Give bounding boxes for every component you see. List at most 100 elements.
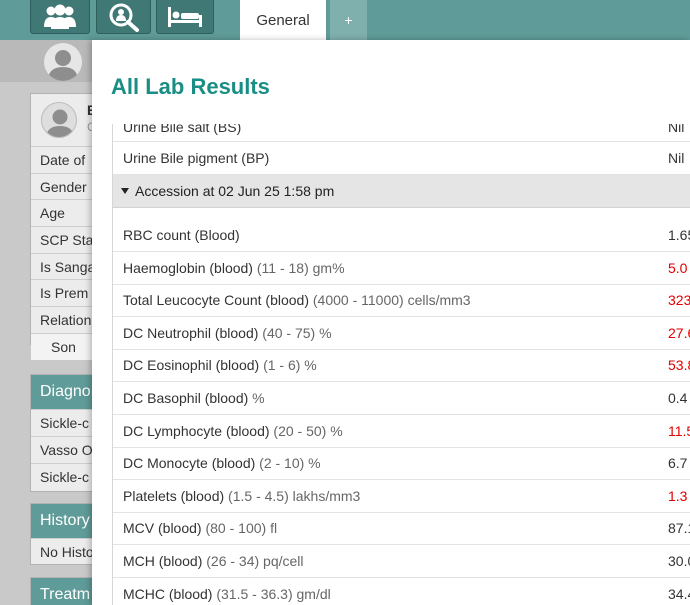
lab-test-label: DC Lymphocyte (blood) (20 - 50) % bbox=[123, 423, 343, 439]
lab-test-name: DC Basophil (blood) bbox=[123, 390, 249, 406]
diagnosis-card: Diagno Sickle-c Vasso O Sickle-c bbox=[30, 374, 100, 492]
diagnosis-item: Sickle-c bbox=[31, 463, 99, 490]
profile-row-is-sanga: Is Sanga bbox=[31, 252, 99, 280]
lab-result-row: Urine Bile salt (BS) Nil bbox=[113, 124, 690, 142]
bed-icon bbox=[168, 6, 202, 27]
lab-test-value-abnormal: 11.5 bbox=[668, 423, 690, 439]
lab-result-row: DC Neutrophil (blood) (40 - 75) % 27.6 bbox=[113, 317, 690, 350]
lab-test-value-abnormal: 5.0 bbox=[668, 260, 688, 276]
lab-test-value-abnormal: 53.8 bbox=[668, 357, 690, 373]
lab-test-value-abnormal: 323 bbox=[668, 292, 690, 308]
tab-add-label: + bbox=[344, 12, 353, 28]
profile-row-date-of-birth: Date of bbox=[31, 146, 99, 173]
lab-test-name: MCH (blood) bbox=[123, 553, 203, 569]
profile-row-age: Age bbox=[31, 199, 99, 226]
lab-test-name: Urine Bile pigment (BP) bbox=[123, 150, 270, 166]
lab-test-label: Haemoglobin (blood) (11 - 18) gm% bbox=[123, 260, 345, 276]
lab-test-reference-range: (80 - 100) fl bbox=[201, 520, 278, 536]
lab-test-reference-range: (1 - 6) % bbox=[259, 357, 317, 373]
lab-result-row: DC Monocyte (blood) (2 - 10) % 6.7 bbox=[113, 447, 690, 480]
lab-result-row: Haemoglobin (blood) (11 - 18) gm% 5.0 bbox=[113, 252, 690, 285]
lab-result-row: MCV (blood) (80 - 100) fl 87.1 bbox=[113, 512, 690, 545]
profile-row-relation: Relation bbox=[31, 306, 99, 333]
lab-result-row: Total Leucocyte Count (blood) (4000 - 11… bbox=[113, 284, 690, 317]
lab-test-value-abnormal: 1.3 bbox=[668, 488, 688, 504]
lab-test-label: Platelets (blood) (1.5 - 4.5) lakhs/mm3 bbox=[123, 488, 360, 504]
lab-test-name: MCV (blood) bbox=[123, 520, 202, 536]
lab-test-label: MCHC (blood) (31.5 - 36.3) gm/dl bbox=[123, 586, 331, 602]
lab-result-row: RBC count (Blood) 1.65 bbox=[113, 219, 690, 252]
lab-result-row: Urine Bile pigment (BP) Nil bbox=[113, 142, 690, 175]
lab-result-row: DC Lymphocyte (blood) (20 - 50) % 11.5 bbox=[113, 415, 690, 448]
lab-result-row: DC Eosinophil (blood) (1 - 6) % 53.8 bbox=[113, 349, 690, 382]
lab-results-list[interactable]: Urine Bile salt (BS) Nil Urine Bile pigm… bbox=[112, 124, 690, 605]
diagnosis-item: Sickle-c bbox=[31, 409, 99, 436]
profile-name: E bbox=[87, 102, 96, 118]
lab-test-reference-range: (4000 - 11000) cells/mm3 bbox=[309, 292, 471, 308]
bed-button[interactable] bbox=[156, 0, 214, 34]
lab-test-name: DC Monocyte (blood) bbox=[123, 455, 256, 471]
lab-test-name: DC Neutrophil (blood) bbox=[123, 325, 259, 341]
profile-row-relation-value: Son bbox=[31, 332, 99, 360]
lab-result-row: MCHC (blood) (31.5 - 36.3) gm/dl 34.4 bbox=[113, 578, 690, 605]
lab-test-label: DC Basophil (blood) % bbox=[123, 390, 265, 406]
tab-general[interactable]: General bbox=[240, 0, 326, 40]
lab-test-value: 1.65 bbox=[668, 227, 690, 243]
lab-test-label: RBC count (Blood) bbox=[123, 227, 240, 243]
treatment-card: Treatm bbox=[30, 577, 100, 605]
lab-test-value-abnormal: 27.6 bbox=[668, 325, 690, 341]
modal-title: All Lab Results bbox=[111, 74, 270, 99]
search-patient-icon bbox=[109, 3, 139, 32]
tab-general-label: General bbox=[256, 11, 310, 29]
lab-test-reference-range: (40 - 75) % bbox=[258, 325, 332, 341]
lab-test-name: DC Eosinophil (blood) bbox=[123, 357, 260, 373]
history-card: History No Histo bbox=[30, 503, 100, 565]
lab-test-value: 87.1 bbox=[668, 520, 690, 536]
lab-test-name: Urine Bile salt (BS) bbox=[123, 124, 242, 135]
lab-result-row: Platelets (blood) (1.5 - 4.5) lakhs/mm3 1… bbox=[113, 480, 690, 513]
background-avatar bbox=[44, 43, 82, 81]
profile-avatar bbox=[41, 102, 77, 138]
lab-test-name: Platelets (blood) bbox=[123, 488, 225, 504]
lab-test-value: 34.4 bbox=[668, 586, 690, 602]
lab-test-value: Nil bbox=[668, 150, 685, 166]
lab-test-label: DC Neutrophil (blood) (40 - 75) % bbox=[123, 325, 332, 341]
patients-button[interactable] bbox=[30, 0, 90, 34]
tab-add[interactable]: + bbox=[330, 0, 367, 40]
lab-test-name: Total Leucocyte Count (blood) bbox=[123, 292, 309, 308]
lab-test-reference-range: (31.5 - 36.3) gm/dl bbox=[212, 586, 331, 602]
lab-test-reference-range: (11 - 18) gm% bbox=[252, 260, 345, 276]
lab-test-value: 0.4 bbox=[668, 390, 688, 406]
lab-result-row: MCH (blood) (26 - 34) pq/cell 30.0 bbox=[113, 545, 690, 578]
lab-test-label: Total Leucocyte Count (blood) (4000 - 11… bbox=[123, 292, 471, 308]
lab-result-row: DC Basophil (blood) % 0.4 bbox=[113, 382, 690, 415]
lab-test-value: Nil bbox=[668, 124, 685, 135]
lab-test-label: MCH (blood) (26 - 34) pq/cell bbox=[123, 553, 304, 569]
lab-test-label: MCV (blood) (80 - 100) fl bbox=[123, 520, 277, 536]
lab-test-name: MCHC (blood) bbox=[123, 586, 213, 602]
accession-label: Accession at 02 Jun 25 1:58 pm bbox=[135, 183, 335, 199]
accession-header[interactable]: Accession at 02 Jun 25 1:58 pm bbox=[113, 175, 690, 208]
user-silhouette-icon bbox=[48, 50, 78, 81]
lab-test-label: DC Monocyte (blood) (2 - 10) % bbox=[123, 455, 321, 471]
patient-profile-card: E C Date of Gender Age SCP Sta Is Sanga … bbox=[30, 93, 100, 360]
profile-row-scp-status: SCP Sta bbox=[31, 226, 99, 253]
patients-group-icon bbox=[44, 4, 76, 29]
lab-test-value: 30.0 bbox=[668, 553, 690, 569]
history-item: No Histo bbox=[31, 538, 99, 565]
lab-results-modal: All Lab Results Urine Bile salt (BS) Nil… bbox=[92, 40, 690, 605]
diagnosis-item: Vasso O bbox=[31, 436, 99, 463]
lab-test-label: DC Eosinophil (blood) (1 - 6) % bbox=[123, 357, 317, 373]
profile-row-is-prem: Is Prem bbox=[31, 279, 99, 306]
profile-row-gender: Gender bbox=[31, 172, 99, 200]
treatment-card-title[interactable]: Treatm bbox=[31, 578, 99, 605]
history-card-title[interactable]: History bbox=[31, 504, 99, 538]
lab-test-value: 6.7 bbox=[668, 455, 688, 471]
lab-test-reference-range: % bbox=[248, 390, 265, 406]
top-nav-bar: General + bbox=[0, 0, 690, 40]
diagnosis-card-title[interactable]: Diagno bbox=[31, 375, 99, 409]
lab-test-name: DC Lymphocyte (blood) bbox=[123, 423, 270, 439]
lab-test-reference-range: (26 - 34) pq/cell bbox=[202, 553, 304, 569]
search-patient-button[interactable] bbox=[96, 0, 151, 34]
lab-test-reference-range: (20 - 50) % bbox=[269, 423, 343, 439]
